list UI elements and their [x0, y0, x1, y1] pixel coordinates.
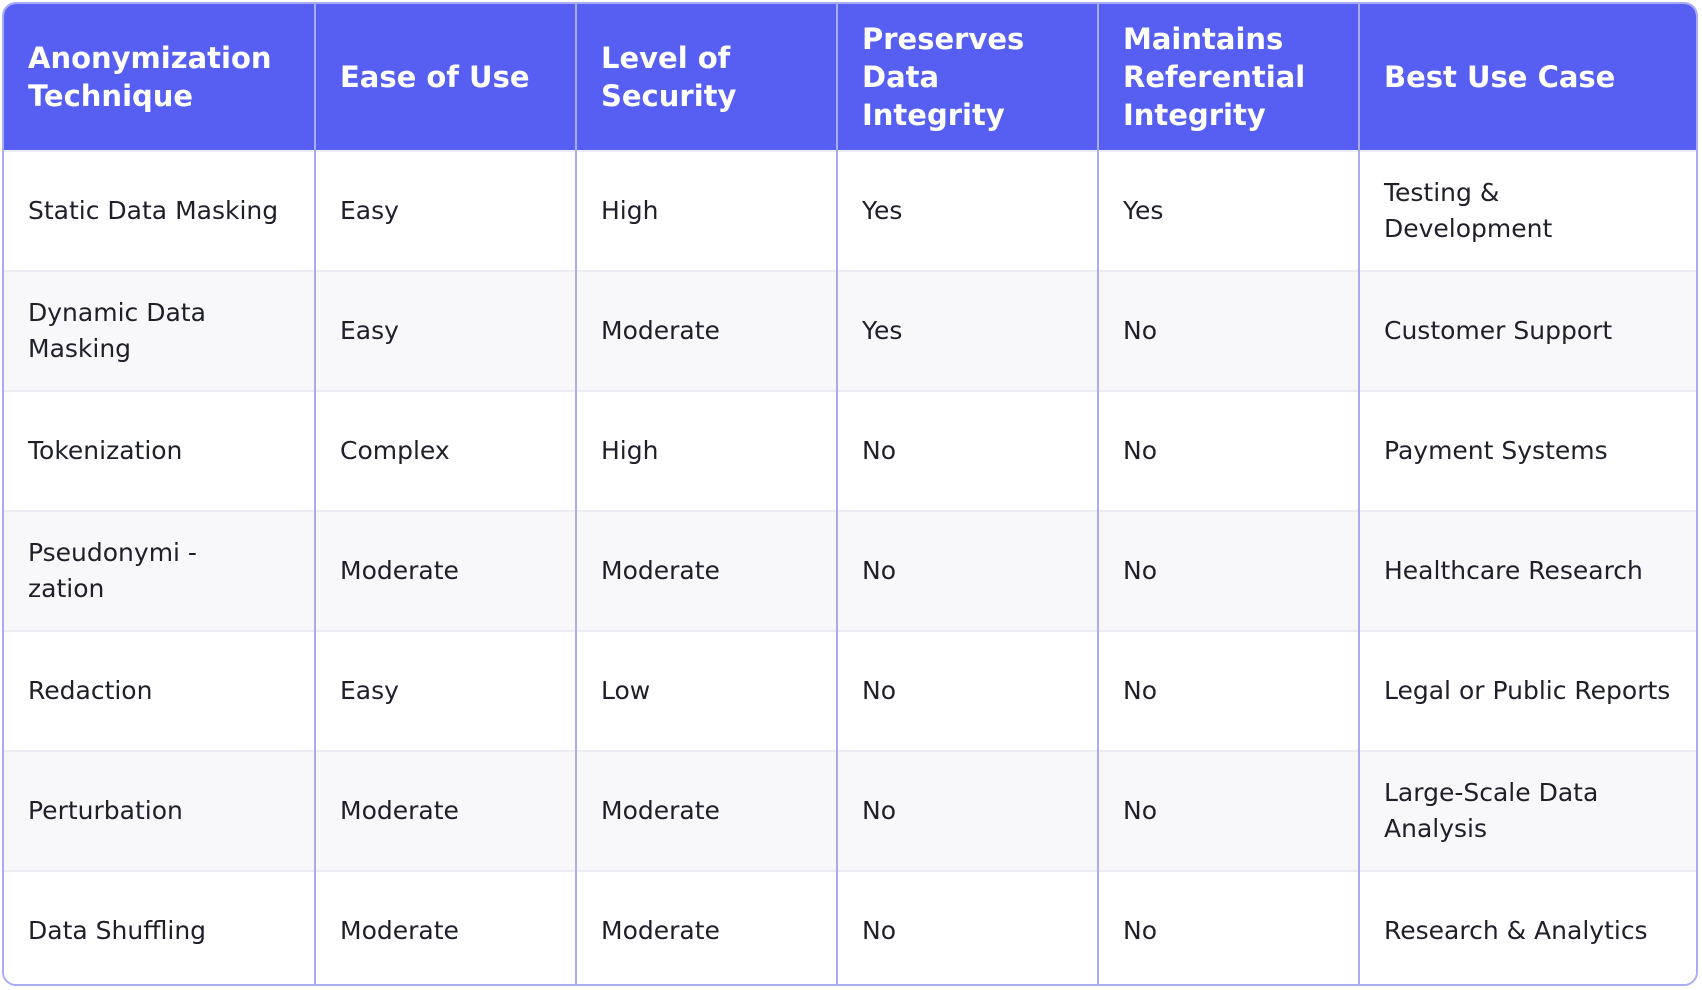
- table-cell: Moderate: [575, 510, 837, 631]
- header-row: Anonymization Technique Ease of Use Level …: [4, 4, 1696, 151]
- table-cell: Large-Scale Data Analysis: [1358, 750, 1696, 871]
- table-cell: No: [1097, 750, 1359, 871]
- table-row: Perturbation Moderate Moderate No No Large-Sc…: [4, 750, 1696, 871]
- table-cell: Moderate: [575, 870, 837, 984]
- table-row: Dynamic Data Masking Easy Moderate Yes No Cus…: [4, 270, 1696, 391]
- table-cell: Customer Support: [1358, 270, 1696, 391]
- table-cell: No: [1097, 270, 1359, 391]
- table-cell: Testing & Development: [1358, 150, 1696, 271]
- table-cell: Payment Systems: [1358, 390, 1696, 511]
- header-cell: Best Use Case: [1358, 4, 1696, 151]
- table-cell: Moderate: [314, 510, 576, 631]
- table-cell: Research & Analytics: [1358, 870, 1696, 984]
- table-cell: Dynamic Data Masking: [4, 270, 315, 391]
- table-cell: No: [1097, 510, 1359, 631]
- table-cell: Data Shuffling: [4, 870, 315, 984]
- header-cell: Maintains Referential Integrity: [1097, 4, 1359, 151]
- table-cell: High: [575, 150, 837, 271]
- header-cell: Anonymization Technique: [4, 4, 315, 151]
- table-cell: Yes: [836, 270, 1098, 391]
- table-cell: Moderate: [575, 750, 837, 871]
- table-cell: Pseudonymi - zation: [4, 510, 315, 631]
- table-cell: No: [836, 390, 1098, 511]
- table-cell: Yes: [1097, 150, 1359, 271]
- table-cell: No: [1097, 870, 1359, 984]
- table-cell: Redaction: [4, 630, 315, 751]
- table-row: Static Data Masking Easy High Yes Yes Testing…: [4, 150, 1696, 271]
- table-cell: Static Data Masking: [4, 150, 315, 271]
- table-row: Data Shuffling Moderate Moderate No No Resear…: [4, 870, 1696, 984]
- table-cell: Easy: [314, 270, 576, 391]
- table-cell: Legal or Public Reports: [1358, 630, 1696, 751]
- table-cell: Easy: [314, 630, 576, 751]
- header-cell: Preserves Data Integrity: [836, 4, 1098, 151]
- table-body: Static Data Masking Easy High Yes Yes Testing…: [4, 150, 1696, 984]
- table-cell: No: [836, 750, 1098, 871]
- table-cell: Perturbation: [4, 750, 315, 871]
- table-cell: Moderate: [314, 750, 576, 871]
- table-cell: No: [836, 870, 1098, 984]
- table-cell: No: [1097, 390, 1359, 511]
- table-cell: Moderate: [575, 270, 837, 391]
- table-cell: Healthcare Research: [1358, 510, 1696, 631]
- comparison-table: Anonymization Technique Ease of Use Level …: [4, 4, 1696, 984]
- table-cell: Low: [575, 630, 837, 751]
- table-row: Redaction Easy Low No No Legal or Public Repo…: [4, 630, 1696, 751]
- table-cell: No: [1097, 630, 1359, 751]
- header-cell: Ease of Use: [314, 4, 576, 151]
- table-cell: Yes: [836, 150, 1098, 271]
- table-cell: Moderate: [314, 870, 576, 984]
- table-cell: Complex: [314, 390, 576, 511]
- table-cell: High: [575, 390, 837, 511]
- table-cell: Easy: [314, 150, 576, 271]
- table-cell: No: [836, 510, 1098, 631]
- table-row: Tokenization Complex High No No Payment Syste…: [4, 390, 1696, 511]
- table-cell: Tokenization: [4, 390, 315, 511]
- table-row: Pseudonymi - zation Moderate Moderate No No H…: [4, 510, 1696, 631]
- header-cell: Level of Security: [575, 4, 837, 151]
- table-cell: No: [836, 630, 1098, 751]
